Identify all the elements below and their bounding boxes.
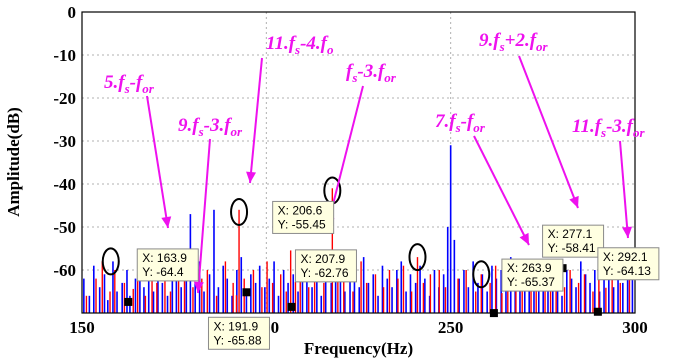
datatip-x-text: X: 263.9 <box>507 261 552 275</box>
tick-group: 1502002503000-10-20-30-40-50-60 <box>53 3 647 337</box>
y-tick-label: -30 <box>53 132 76 151</box>
datatip-box <box>207 316 270 350</box>
peak-circle <box>101 247 120 276</box>
annotation-text: -3.f <box>204 115 233 136</box>
y-tick-label: -60 <box>53 261 76 280</box>
annotation-label: 9.fs+2.for <box>479 30 549 54</box>
y-tick-label: -20 <box>53 89 76 108</box>
annotation-subscript: s <box>294 42 300 57</box>
annotation-subscript: s <box>455 120 461 135</box>
annotation-subscript: s <box>351 70 357 85</box>
peak-circle <box>408 243 427 272</box>
datatip-marker <box>287 302 296 311</box>
y-tick-label: -10 <box>53 46 76 65</box>
datatip-y-text: Y: -64.4 <box>142 265 184 279</box>
annotation-text: -4.f <box>300 33 329 54</box>
annotation-subscript: or <box>231 124 244 139</box>
annotation-group: 5.fs-for9.fs-3.for11.fs-4.fofs-3.for9.fs… <box>104 30 646 140</box>
annotation-text: 11.f <box>266 33 297 54</box>
annotation-subscript: or <box>384 70 397 85</box>
annotation-text: 9.f <box>178 115 200 136</box>
annotation-label: 9.fs-3.for <box>178 115 243 139</box>
datatip-marker <box>242 288 251 297</box>
annotation-text: 9.f <box>479 30 501 51</box>
datatip-box <box>272 200 335 234</box>
datatip-box <box>542 224 605 258</box>
x-tick-label: 300 <box>622 318 648 337</box>
arrow-head <box>161 216 172 228</box>
annotation-subscript: s <box>499 39 505 54</box>
annotation-label: 5.fs-for <box>104 72 155 96</box>
datatip-x-text: X: 277.1 <box>548 227 593 241</box>
datatip-x-text: X: 163.9 <box>142 251 187 265</box>
datatip-marker <box>593 307 602 316</box>
annotation-arrow <box>197 138 211 294</box>
x-tick-label: 250 <box>438 318 464 337</box>
datatip-y-text: Y: -58.41 <box>548 241 596 255</box>
annotation-label: 11.fs-3.for <box>572 116 646 140</box>
peak-circle <box>472 260 491 289</box>
datatip-box <box>501 258 564 292</box>
datatip-y-text: Y: -65.37 <box>507 275 555 289</box>
annotation-text: 11.f <box>572 116 603 137</box>
annotation-text: -f <box>130 72 144 93</box>
y-tick-label: -40 <box>53 175 76 194</box>
arrow-head <box>569 195 579 208</box>
datatip-y-text: Y: -65.88 <box>213 333 261 347</box>
datatip-y-text: Y: -62.76 <box>300 266 348 280</box>
annotation-subscript: s <box>600 125 606 140</box>
datatip-x-text: X: 292.1 <box>603 250 648 264</box>
y-axis-label: Amplitude(dB) <box>4 107 23 217</box>
annotation-label: fs-3.for <box>346 61 397 85</box>
datatip-marker <box>124 297 133 306</box>
x-tick-label: 150 <box>69 318 95 337</box>
annotation-subscript: s <box>124 81 130 96</box>
datatip-y-text: Y: -64.13 <box>603 264 651 278</box>
arrow-head <box>193 281 204 293</box>
annotation-arrow <box>249 57 263 184</box>
arrow-head <box>246 171 257 183</box>
y-tick-label: -50 <box>53 218 76 237</box>
annotation-text: 7.f <box>435 111 457 132</box>
annotation-text: -3.f <box>606 116 635 137</box>
arrow-head <box>622 226 633 238</box>
annotation-subscript: o <box>327 42 334 57</box>
annotation-label: 7.fs-for <box>435 111 486 135</box>
peak-circle <box>230 197 249 226</box>
datatip-group: X: 163.9Y: -64.4 X: 191.9Y: -65.88 X: 206.… <box>136 200 660 350</box>
datatip-x-text: X: 206.6 <box>278 203 323 217</box>
arrow-head <box>519 232 529 245</box>
plot-frame <box>81 11 636 314</box>
annotation-arrow <box>146 95 169 229</box>
annotation-arrow <box>619 140 629 239</box>
datatip-box <box>294 249 357 283</box>
annotation-subscript: or <box>473 120 486 135</box>
annotation-text: -f <box>461 111 475 132</box>
datatip-x-text: X: 207.9 <box>300 252 345 266</box>
annotation-text: f <box>346 61 354 82</box>
annotation-subscript: or <box>633 125 646 140</box>
y-tick-label: 0 <box>68 3 77 22</box>
annotation-subscript: or <box>536 39 549 54</box>
annotation-text: +2.f <box>505 30 538 51</box>
x-axis-label: Frequency(Hz) <box>304 339 413 358</box>
annotation-arrow <box>473 135 530 246</box>
annotation-label: 11.fs-4.fo <box>266 33 334 57</box>
datatip-y-text: Y: -55.45 <box>278 217 326 231</box>
annotation-subscript: or <box>142 81 155 96</box>
annotation-text: 5.f <box>104 72 126 93</box>
datatip-box <box>136 248 199 282</box>
annotation-text: -3.f <box>357 61 386 82</box>
annotation-subscript: s <box>198 124 204 139</box>
annotation-arrow <box>518 55 579 209</box>
datatip-x-text: X: 191.9 <box>213 319 258 333</box>
datatip-box <box>597 247 660 281</box>
